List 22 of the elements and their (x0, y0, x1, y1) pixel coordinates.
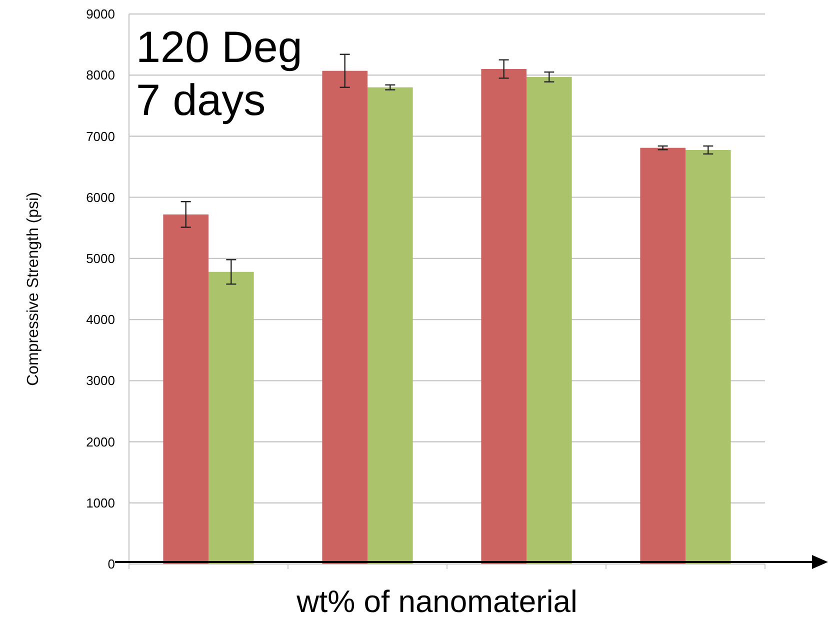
y-tick-label: 2000 (86, 434, 115, 450)
y-tick-label: 8000 (86, 68, 115, 83)
annotation: 7 days (136, 76, 266, 125)
y-tick-label: 3000 (86, 373, 115, 388)
bar (368, 87, 413, 564)
bar (208, 272, 254, 564)
y-tick-label: 9000 (86, 6, 115, 22)
x-axis-title: wt% of nanomaterial (296, 584, 578, 617)
y-tick-label: 1000 (86, 495, 115, 510)
y-tick-label: 4000 (86, 312, 115, 328)
bar (322, 70, 368, 564)
bar (686, 150, 731, 564)
bar (640, 148, 686, 564)
y-tick-label: 6000 (86, 190, 115, 205)
y-tick-label: 7000 (86, 128, 115, 144)
bar (481, 69, 526, 564)
bar (163, 214, 208, 564)
annotation: 120 Deg (136, 23, 302, 72)
y-tick-label: 0 (108, 556, 115, 572)
bar (526, 76, 572, 564)
y-tick-label: 5000 (86, 250, 115, 266)
y-axis-title: Compressive Strength (psi) (25, 192, 42, 386)
